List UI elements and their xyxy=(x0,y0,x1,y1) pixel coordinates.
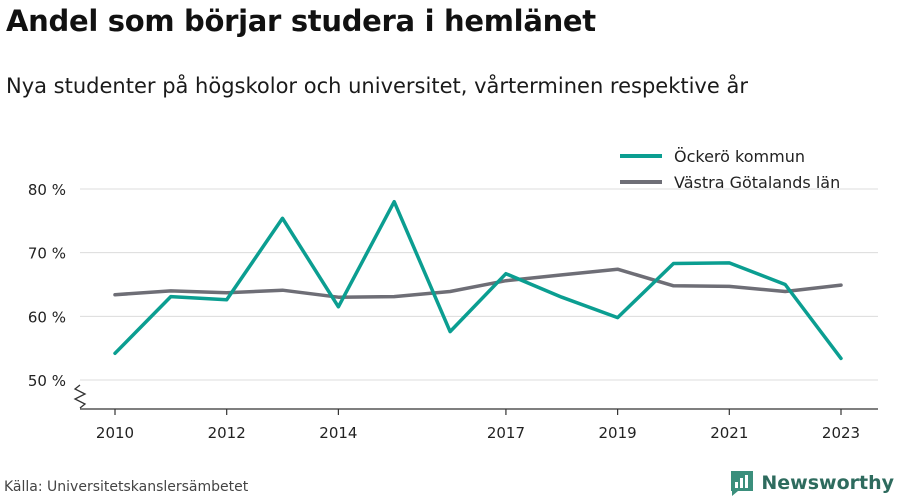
x-tick-label: 2014 xyxy=(319,424,357,442)
legend-label: Öckerö kommun xyxy=(674,147,805,166)
series-line-0 xyxy=(113,199,843,361)
y-tick-label: 50 % xyxy=(28,372,66,390)
y-tick-label: 70 % xyxy=(28,245,66,263)
brand-logo: Newsworthy xyxy=(729,468,894,498)
x-tick-label: 2017 xyxy=(487,424,525,442)
x-tick-label: 2023 xyxy=(822,424,860,442)
x-tick-label: 2012 xyxy=(208,424,246,442)
y-tick-label: 80 % xyxy=(28,181,66,199)
series-line-1 xyxy=(113,267,843,299)
legend-label: Västra Götalands län xyxy=(674,173,840,192)
brand-name: Newsworthy xyxy=(761,472,894,494)
x-tick-label: 2010 xyxy=(96,424,134,442)
axis-break-marker xyxy=(73,384,87,409)
x-tick-label: 2021 xyxy=(710,424,748,442)
chart-subtitle: Nya studenter på högskolor och universit… xyxy=(6,74,748,98)
x-tick-label: 2019 xyxy=(599,424,637,442)
bar-chart-logo-icon xyxy=(731,471,754,496)
chart-title: Andel som börjar studera i hemlänet xyxy=(6,4,596,38)
y-tick-label: 60 % xyxy=(28,308,66,326)
source-note: Källa: Universitetskanslersämbetet xyxy=(4,479,249,495)
